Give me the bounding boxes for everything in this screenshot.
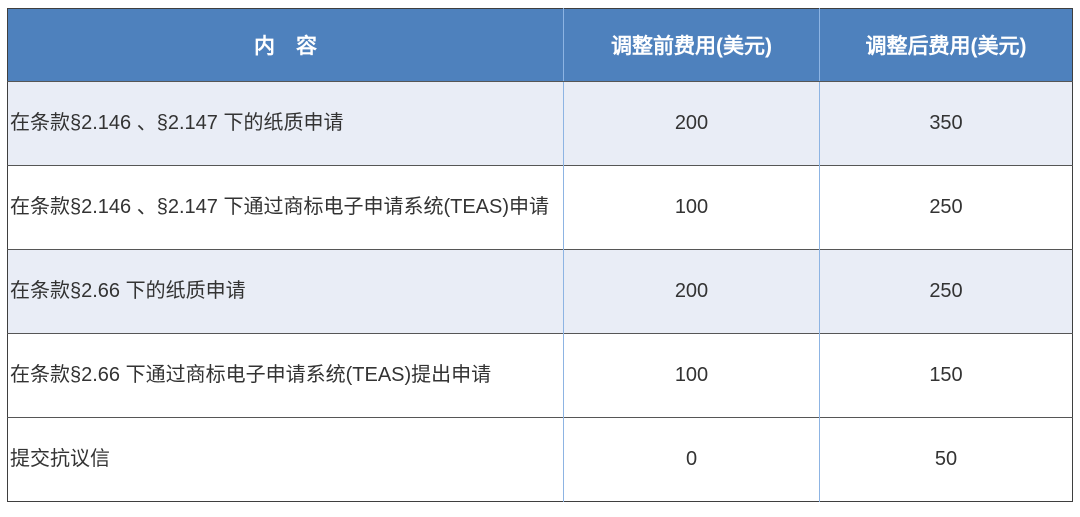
table-row: 在条款§2.146 、§2.147 下的纸质申请 200 350 <box>7 81 1073 166</box>
table-row: 在条款§2.66 下的纸质申请 200 250 <box>7 249 1073 334</box>
row-content-cell: 在条款§2.146 、§2.147 下通过商标电子申请系统(TEAS)申请 <box>7 165 564 250</box>
row-before-cell: 100 <box>563 333 820 418</box>
row-after-cell: 50 <box>819 417 1073 502</box>
row-before-cell: 200 <box>563 249 820 334</box>
table-row: 在条款§2.66 下通过商标电子申请系统(TEAS)提出申请 100 150 <box>7 333 1073 418</box>
row-after-cell: 350 <box>819 81 1073 166</box>
table-row: 在条款§2.146 、§2.147 下通过商标电子申请系统(TEAS)申请 10… <box>7 165 1073 250</box>
header-fee-before: 调整前费用(美元) <box>563 8 820 82</box>
row-before-cell: 0 <box>563 417 820 502</box>
row-content-cell: 在条款§2.66 下通过商标电子申请系统(TEAS)提出申请 <box>7 333 564 418</box>
fee-table: 内 容 调整前费用(美元) 调整后费用(美元) 在条款§2.146 、§2.14… <box>7 8 1073 502</box>
row-after-cell: 150 <box>819 333 1073 418</box>
row-before-cell: 100 <box>563 165 820 250</box>
header-row: 内 容 调整前费用(美元) 调整后费用(美元) <box>7 8 1073 82</box>
row-after-cell: 250 <box>819 249 1073 334</box>
row-content-cell: 提交抗议信 <box>7 417 564 502</box>
table-row: 提交抗议信 0 50 <box>7 417 1073 502</box>
row-before-cell: 200 <box>563 81 820 166</box>
row-after-cell: 250 <box>819 165 1073 250</box>
fee-table-body: 在条款§2.146 、§2.147 下的纸质申请 200 350 在条款§2.1… <box>7 81 1073 502</box>
row-content-cell: 在条款§2.146 、§2.147 下的纸质申请 <box>10 112 344 134</box>
header-content: 内 容 <box>7 8 564 82</box>
header-fee-after: 调整后费用(美元) <box>819 8 1073 82</box>
fee-table-header: 内 容 调整前费用(美元) 调整后费用(美元) <box>7 8 1073 82</box>
row-content-cell: 在条款§2.66 下的纸质申请 <box>7 249 564 334</box>
